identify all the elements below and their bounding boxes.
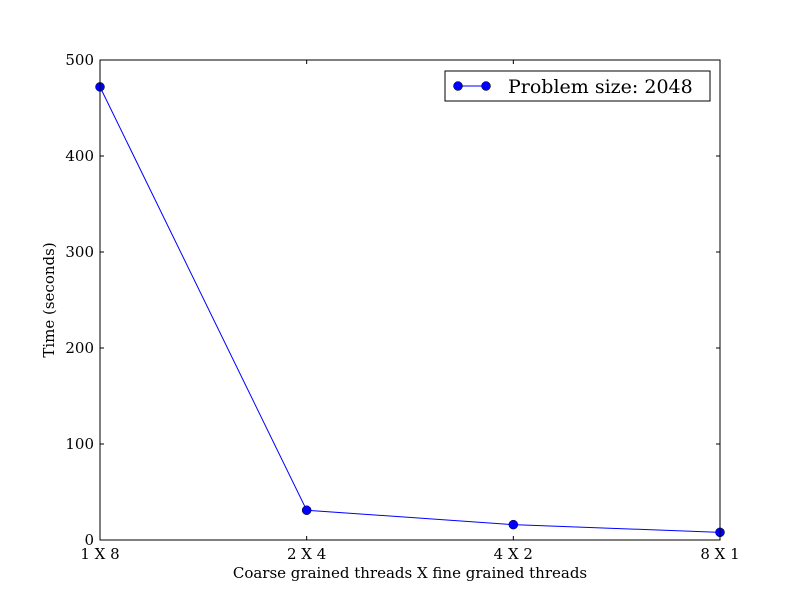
x-axis-title: Coarse grained threads X fine grained th…	[233, 564, 587, 582]
legend-marker-end	[481, 81, 491, 91]
y-tick-label: 200	[65, 339, 94, 357]
x-tick-label: 1 X 8	[80, 545, 119, 563]
y-tick-label: 500	[65, 51, 94, 69]
y-tick-labels: 0 100 200 300 400 500	[65, 51, 94, 549]
plot-area	[100, 60, 720, 540]
y-tick-label: 100	[65, 435, 94, 453]
axis-ticks	[99, 59, 721, 541]
plot-frame	[99, 59, 721, 541]
x-tick-label: 2 X 4	[287, 545, 326, 563]
data-point	[301, 505, 312, 515]
data-point	[508, 519, 519, 530]
y-tick-label: 400	[65, 147, 94, 165]
y-axis-title: Time (seconds)	[40, 242, 58, 357]
x-tick-label: 8 X 1	[700, 545, 739, 563]
legend-label: Problem size: 2048	[508, 76, 693, 98]
x-tick-label: 4 X 2	[494, 545, 533, 563]
x-tick-labels: 1 X 8 2 X 4 4 X 2 8 X 1	[80, 545, 739, 563]
y-tick-label: 0	[84, 531, 94, 549]
series-line	[99, 86, 721, 533]
legend-marker-start	[453, 81, 463, 91]
legend: Problem size: 2048	[444, 70, 711, 102]
y-tick-label: 300	[65, 243, 94, 261]
